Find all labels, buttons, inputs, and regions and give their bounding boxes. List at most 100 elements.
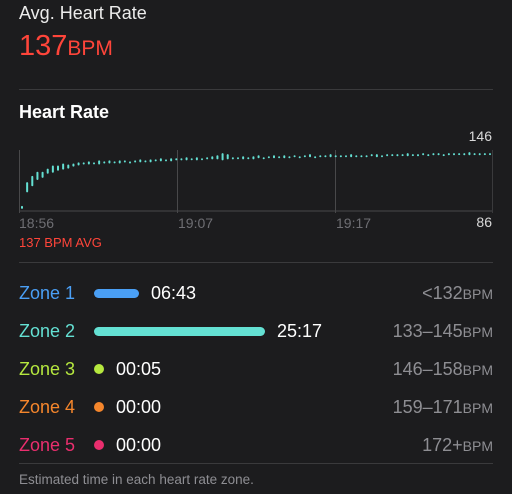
zone-range: 159–171BPM	[393, 397, 493, 418]
heart-rate-bar	[41, 171, 44, 178]
heart-rate-bar	[468, 152, 471, 156]
zone-row: Zone 5 00:00 172+BPM	[19, 433, 493, 459]
heart-rate-bar	[262, 157, 265, 160]
x-tick-label: 18:56	[19, 215, 54, 231]
heart-rate-bar	[57, 165, 59, 171]
heart-rate-bar	[267, 156, 270, 159]
heart-rate-bar	[103, 161, 106, 164]
heart-rate-bar	[432, 153, 435, 156]
heart-rate-bar	[360, 155, 363, 158]
zone-range-unit: BPM	[462, 438, 493, 454]
heart-rate-bar	[26, 182, 29, 193]
heart-rate-bar	[442, 154, 445, 157]
zone-row: Zone 3 00:05 146–158BPM	[19, 357, 493, 383]
heart-rate-chart-svg: 146 86 18:56 19:07 19:17	[19, 128, 493, 231]
heart-rate-bar	[396, 154, 399, 157]
zone-range-value: 172+	[422, 435, 463, 455]
heart-rate-bar	[447, 153, 450, 156]
heart-rate-bar	[350, 154, 353, 158]
zones-footnote: Estimated time in each heart rate zone.	[19, 472, 254, 487]
zone-range: 172+BPM	[422, 435, 493, 456]
heart-rate-bar	[46, 168, 49, 174]
heart-rate-bar	[211, 156, 214, 160]
heart-rate-title: Heart Rate	[19, 102, 110, 122]
zone-time: 00:00	[116, 397, 162, 417]
heart-rate-bar	[206, 157, 209, 160]
x-tick-label: 19:17	[336, 215, 371, 231]
zone-dot	[94, 440, 104, 450]
heart-rate-bar	[473, 153, 476, 156]
heart-rate-bar	[77, 162, 80, 166]
zone-range-unit: BPM	[462, 362, 493, 378]
zone-range: <132BPM	[422, 283, 493, 304]
zone-range-value: 146–158	[392, 359, 463, 379]
zone-time: 25:17	[277, 321, 323, 341]
heart-rate-bar	[67, 164, 70, 169]
y-max-label: 146	[469, 128, 493, 144]
zone-time: 00:00	[116, 435, 162, 455]
zone-range-unit: BPM	[462, 400, 493, 416]
heart-rate-bar	[365, 155, 368, 158]
heart-rate-bar	[139, 159, 142, 163]
heart-rate-bar	[422, 153, 425, 156]
heart-rate-bar	[303, 155, 306, 158]
heart-rate-bar	[31, 175, 34, 187]
zone-name: Zone 2	[19, 321, 76, 341]
heart-rate-bar	[355, 155, 358, 158]
heart-rate-bar	[375, 154, 378, 158]
heart-rate-bar	[417, 154, 419, 157]
heart-rate-bar	[185, 157, 188, 161]
heart-rate-bar	[453, 153, 455, 156]
heart-rate-bar	[93, 162, 95, 165]
heart-rate-bar	[309, 154, 311, 158]
zone-range-value: 133–145	[392, 321, 463, 341]
heart-rate-bar	[288, 156, 291, 159]
avg-heart-rate-number: 137	[19, 30, 68, 62]
heart-rate-bar	[123, 160, 126, 163]
zone-range-value: <132	[422, 283, 463, 303]
heart-rate-bar	[370, 154, 373, 157]
zone-row: Zone 2 25:17 133–145BPM	[19, 319, 493, 345]
heart-rate-bar	[339, 155, 342, 158]
heart-rate-bar	[154, 159, 157, 162]
heart-rate-chart[interactable]: 146 86 18:56 19:07 19:17	[0, 0, 512, 260]
heart-rate-bar	[21, 205, 23, 209]
zone-name: Zone 5	[19, 435, 76, 455]
heart-rate-bar	[62, 163, 65, 170]
zone-range: 146–158BPM	[393, 359, 493, 380]
chart-bars	[21, 152, 491, 209]
heart-rate-bar	[293, 155, 296, 158]
heart-rate-bar	[319, 155, 322, 158]
avg-heart-rate-value: 137BPM	[19, 30, 113, 63]
avg-heart-rate-label: Avg. Heart Rate	[19, 3, 147, 23]
heart-rate-bar	[242, 156, 245, 160]
heart-rate-bar	[247, 157, 250, 160]
heart-rate-bar	[226, 154, 229, 160]
heart-rate-bar	[329, 154, 332, 158]
zone-range-value: 159–171	[392, 397, 463, 417]
heart-rate-bar	[391, 154, 394, 157]
heart-rate-bar	[478, 153, 481, 156]
y-min-label: 86	[476, 214, 492, 230]
heart-rate-bar	[401, 154, 404, 157]
heart-rate-bar	[252, 156, 255, 160]
heart-rate-bar	[334, 155, 337, 158]
heart-rate-bar	[190, 158, 193, 161]
zone-name: Zone 4	[19, 397, 76, 417]
zone-range: 133–145BPM	[393, 321, 493, 342]
heart-rate-bar	[129, 161, 131, 164]
heart-rate-bar	[72, 163, 75, 167]
zone-name: Zone 1	[19, 283, 76, 303]
heart-rate-bar	[216, 155, 219, 160]
avg-heart-rate-unit: BPM	[67, 37, 113, 60]
heart-rate-bar	[180, 158, 183, 161]
heart-rate-bar	[134, 160, 137, 163]
heart-rate-bar	[298, 156, 301, 159]
x-tick-label: 19:07	[178, 215, 213, 231]
heart-rate-bar	[411, 154, 414, 157]
heart-rate-bar	[458, 153, 461, 156]
heart-rate-bar	[165, 159, 167, 162]
zone-time: 06:43	[151, 283, 197, 303]
heart-rate-bar	[386, 154, 389, 157]
heart-rate-bar	[118, 160, 121, 164]
